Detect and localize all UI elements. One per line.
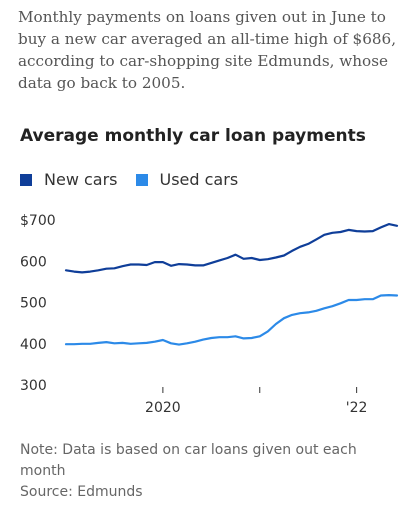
chart-footer: Note: Data is based on car loans given o…	[20, 440, 390, 503]
legend-item-new-cars: New cars	[20, 170, 118, 189]
y-tick-label-500: 500	[20, 296, 47, 312]
y-tick-label-400: 400	[20, 337, 47, 353]
article-lede: Monthly payments on loans given out in J…	[18, 8, 397, 92]
y-tick-label-700: $700	[20, 213, 56, 229]
series-line-used-cars	[64, 293, 399, 346]
y-tick-label-600: 600	[20, 254, 47, 270]
legend-swatch-used-cars	[135, 173, 148, 186]
chart-title: Average monthly car loan payments	[20, 126, 366, 146]
legend-swatch-new-cars	[20, 173, 32, 186]
legend-label-used-cars: Used cars	[159, 170, 239, 189]
legend-label-new-cars: New cars	[44, 170, 118, 189]
legend-item-used-cars: Used cars	[135, 170, 239, 189]
series-line-new-cars	[64, 223, 399, 274]
chart-legend: New cars Used cars	[20, 170, 256, 189]
x-tick-label-0: 2020	[145, 400, 181, 416]
chart-source: Source: Edmunds	[20, 484, 143, 500]
y-tick-label-300: 300	[20, 378, 47, 394]
chart-note: Note: Data is based on car loans given o…	[20, 442, 357, 479]
x-tick-label-2: '22	[346, 400, 368, 416]
line-chart: 300 400 500 600 $700 2020 '22	[20, 213, 399, 416]
